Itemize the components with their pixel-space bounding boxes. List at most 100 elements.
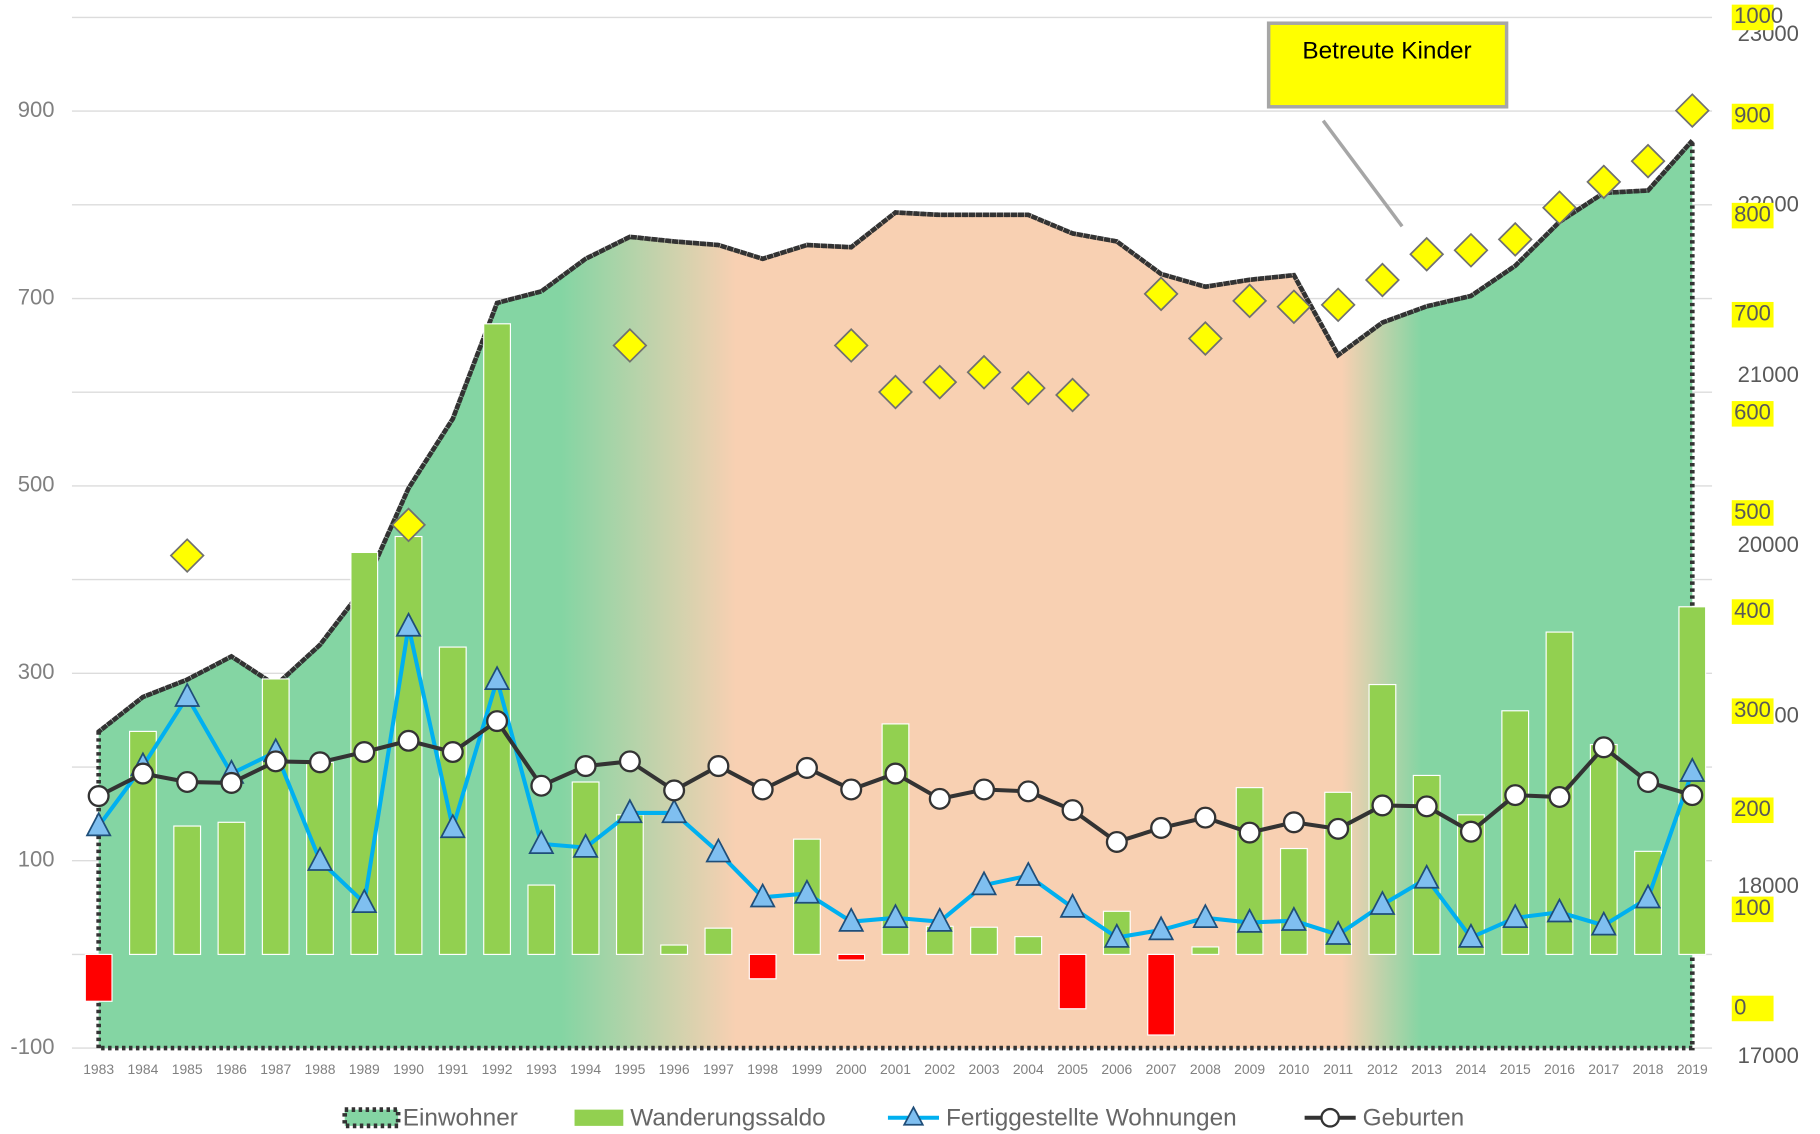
circle-marker bbox=[840, 778, 863, 801]
x-tick-label: 2005 bbox=[1057, 1061, 1088, 1077]
triangle-marker bbox=[1679, 757, 1706, 782]
bar bbox=[84, 953, 113, 1002]
x-tick-label: 2015 bbox=[1500, 1061, 1531, 1077]
circle-marker bbox=[1282, 811, 1305, 834]
triangle-marker bbox=[970, 870, 998, 896]
bar bbox=[1058, 953, 1087, 1010]
x-tick-label: 1992 bbox=[482, 1061, 513, 1077]
circle-marker bbox=[751, 778, 774, 801]
x-tick-label: 1988 bbox=[305, 1061, 336, 1077]
triangle-marker bbox=[1413, 863, 1440, 889]
x-tick-label: 1990 bbox=[393, 1061, 424, 1077]
y3-tick-label: 0 bbox=[1734, 994, 1746, 1019]
y3-tick-bg bbox=[1731, 301, 1774, 328]
triangle-marker bbox=[306, 846, 334, 871]
x-tick-label: 2010 bbox=[1278, 1061, 1309, 1077]
triangle-marker bbox=[572, 832, 599, 858]
y3-tick-label: 800 bbox=[1734, 201, 1771, 226]
diamond-marker bbox=[391, 507, 427, 543]
y2-tick-label: 20000 bbox=[1738, 532, 1799, 557]
triangle-marker bbox=[528, 829, 555, 855]
circle-marker bbox=[308, 751, 332, 774]
bar bbox=[748, 953, 777, 980]
x-tick-label: 1998 bbox=[747, 1061, 778, 1077]
y3-tick-bg bbox=[1731, 500, 1774, 526]
x-tick-label: 2001 bbox=[880, 1061, 911, 1077]
bar bbox=[837, 953, 866, 961]
diamond-marker bbox=[612, 327, 648, 363]
y3-tick-bg bbox=[1731, 698, 1774, 724]
triangle-marker bbox=[1457, 922, 1485, 948]
diamond-marker bbox=[1497, 221, 1533, 257]
x-tick-label: 2016 bbox=[1544, 1061, 1575, 1077]
legend-swatch bbox=[342, 1107, 401, 1129]
bar bbox=[615, 814, 644, 955]
circle-marker bbox=[1504, 784, 1527, 807]
x-tick-label: 1985 bbox=[172, 1061, 203, 1077]
y3-tick-label: 200 bbox=[1734, 796, 1771, 821]
legend-label: Einwohner bbox=[403, 1104, 518, 1131]
circle-marker bbox=[1327, 817, 1350, 840]
triangle-marker bbox=[705, 837, 732, 863]
diamond-marker bbox=[1055, 377, 1091, 413]
y3-tick-bg bbox=[1731, 103, 1774, 130]
y-tick-label: 900 bbox=[18, 97, 55, 122]
callout-box bbox=[1266, 21, 1509, 109]
triangle-marker bbox=[1148, 915, 1175, 941]
diamond-marker bbox=[1453, 232, 1489, 268]
x-tick-label: 1994 bbox=[570, 1061, 601, 1077]
y3-tick-label: 400 bbox=[1734, 598, 1771, 623]
bar bbox=[1191, 946, 1220, 955]
circle-marker bbox=[397, 729, 420, 752]
callout-line bbox=[1321, 119, 1404, 228]
x-tick-label: 1989 bbox=[349, 1061, 380, 1077]
triangle-marker bbox=[926, 906, 953, 932]
triangle-marker bbox=[1103, 922, 1130, 948]
circle-marker bbox=[1017, 780, 1040, 803]
triangle-marker bbox=[174, 682, 201, 707]
x-tick-label: 1991 bbox=[437, 1061, 468, 1077]
x-tick-label: 1995 bbox=[614, 1061, 645, 1077]
circle-marker bbox=[1061, 799, 1084, 822]
triangle-marker bbox=[1502, 903, 1529, 929]
bar bbox=[527, 884, 556, 955]
diamond-marker bbox=[877, 374, 913, 410]
y3-tick-bg bbox=[1731, 202, 1774, 229]
triangle-marker bbox=[1325, 920, 1352, 945]
circle-marker bbox=[220, 771, 243, 794]
y3-tick-bg bbox=[1731, 995, 1774, 1022]
triangle-marker bbox=[1590, 910, 1617, 936]
triangle-marker bbox=[1192, 903, 1219, 929]
triangle-marker bbox=[1546, 897, 1573, 923]
triangle-marker bbox=[1369, 890, 1396, 915]
y3-tick-bg bbox=[1731, 599, 1774, 625]
bar bbox=[261, 678, 290, 955]
circle-marker bbox=[1548, 785, 1571, 809]
diamond-marker bbox=[833, 327, 869, 363]
x-tick-label: 1984 bbox=[127, 1061, 158, 1077]
x-tick-label: 2013 bbox=[1411, 1061, 1442, 1077]
circle-marker bbox=[795, 756, 818, 779]
legend-label: Geburten bbox=[1363, 1104, 1465, 1131]
x-tick-label: 1999 bbox=[791, 1061, 822, 1077]
legend-marker bbox=[1320, 1107, 1341, 1128]
y3-tick-bg bbox=[1731, 401, 1774, 427]
y-tick-label: -100 bbox=[10, 1034, 54, 1059]
x-tick-label: 2011 bbox=[1323, 1061, 1353, 1077]
bar bbox=[571, 781, 600, 955]
y3-tick-label: 600 bbox=[1734, 400, 1771, 425]
y-tick-label: 500 bbox=[18, 472, 55, 497]
x-tick-label: 1996 bbox=[659, 1061, 690, 1077]
triangle-marker bbox=[85, 811, 112, 837]
legend-swatch bbox=[574, 1109, 624, 1126]
y3-tick-bg bbox=[1731, 4, 1774, 31]
x-tick-label: 1997 bbox=[703, 1061, 734, 1077]
circle-marker bbox=[707, 755, 730, 778]
diamond-marker bbox=[169, 538, 205, 574]
x-tick-label: 2018 bbox=[1633, 1061, 1664, 1077]
circle-marker bbox=[530, 774, 553, 797]
x-tick-label: 2004 bbox=[1013, 1061, 1044, 1077]
x-tick-label: 1986 bbox=[216, 1061, 247, 1077]
bar bbox=[1279, 847, 1308, 955]
y3-tick-bg bbox=[1731, 896, 1774, 923]
